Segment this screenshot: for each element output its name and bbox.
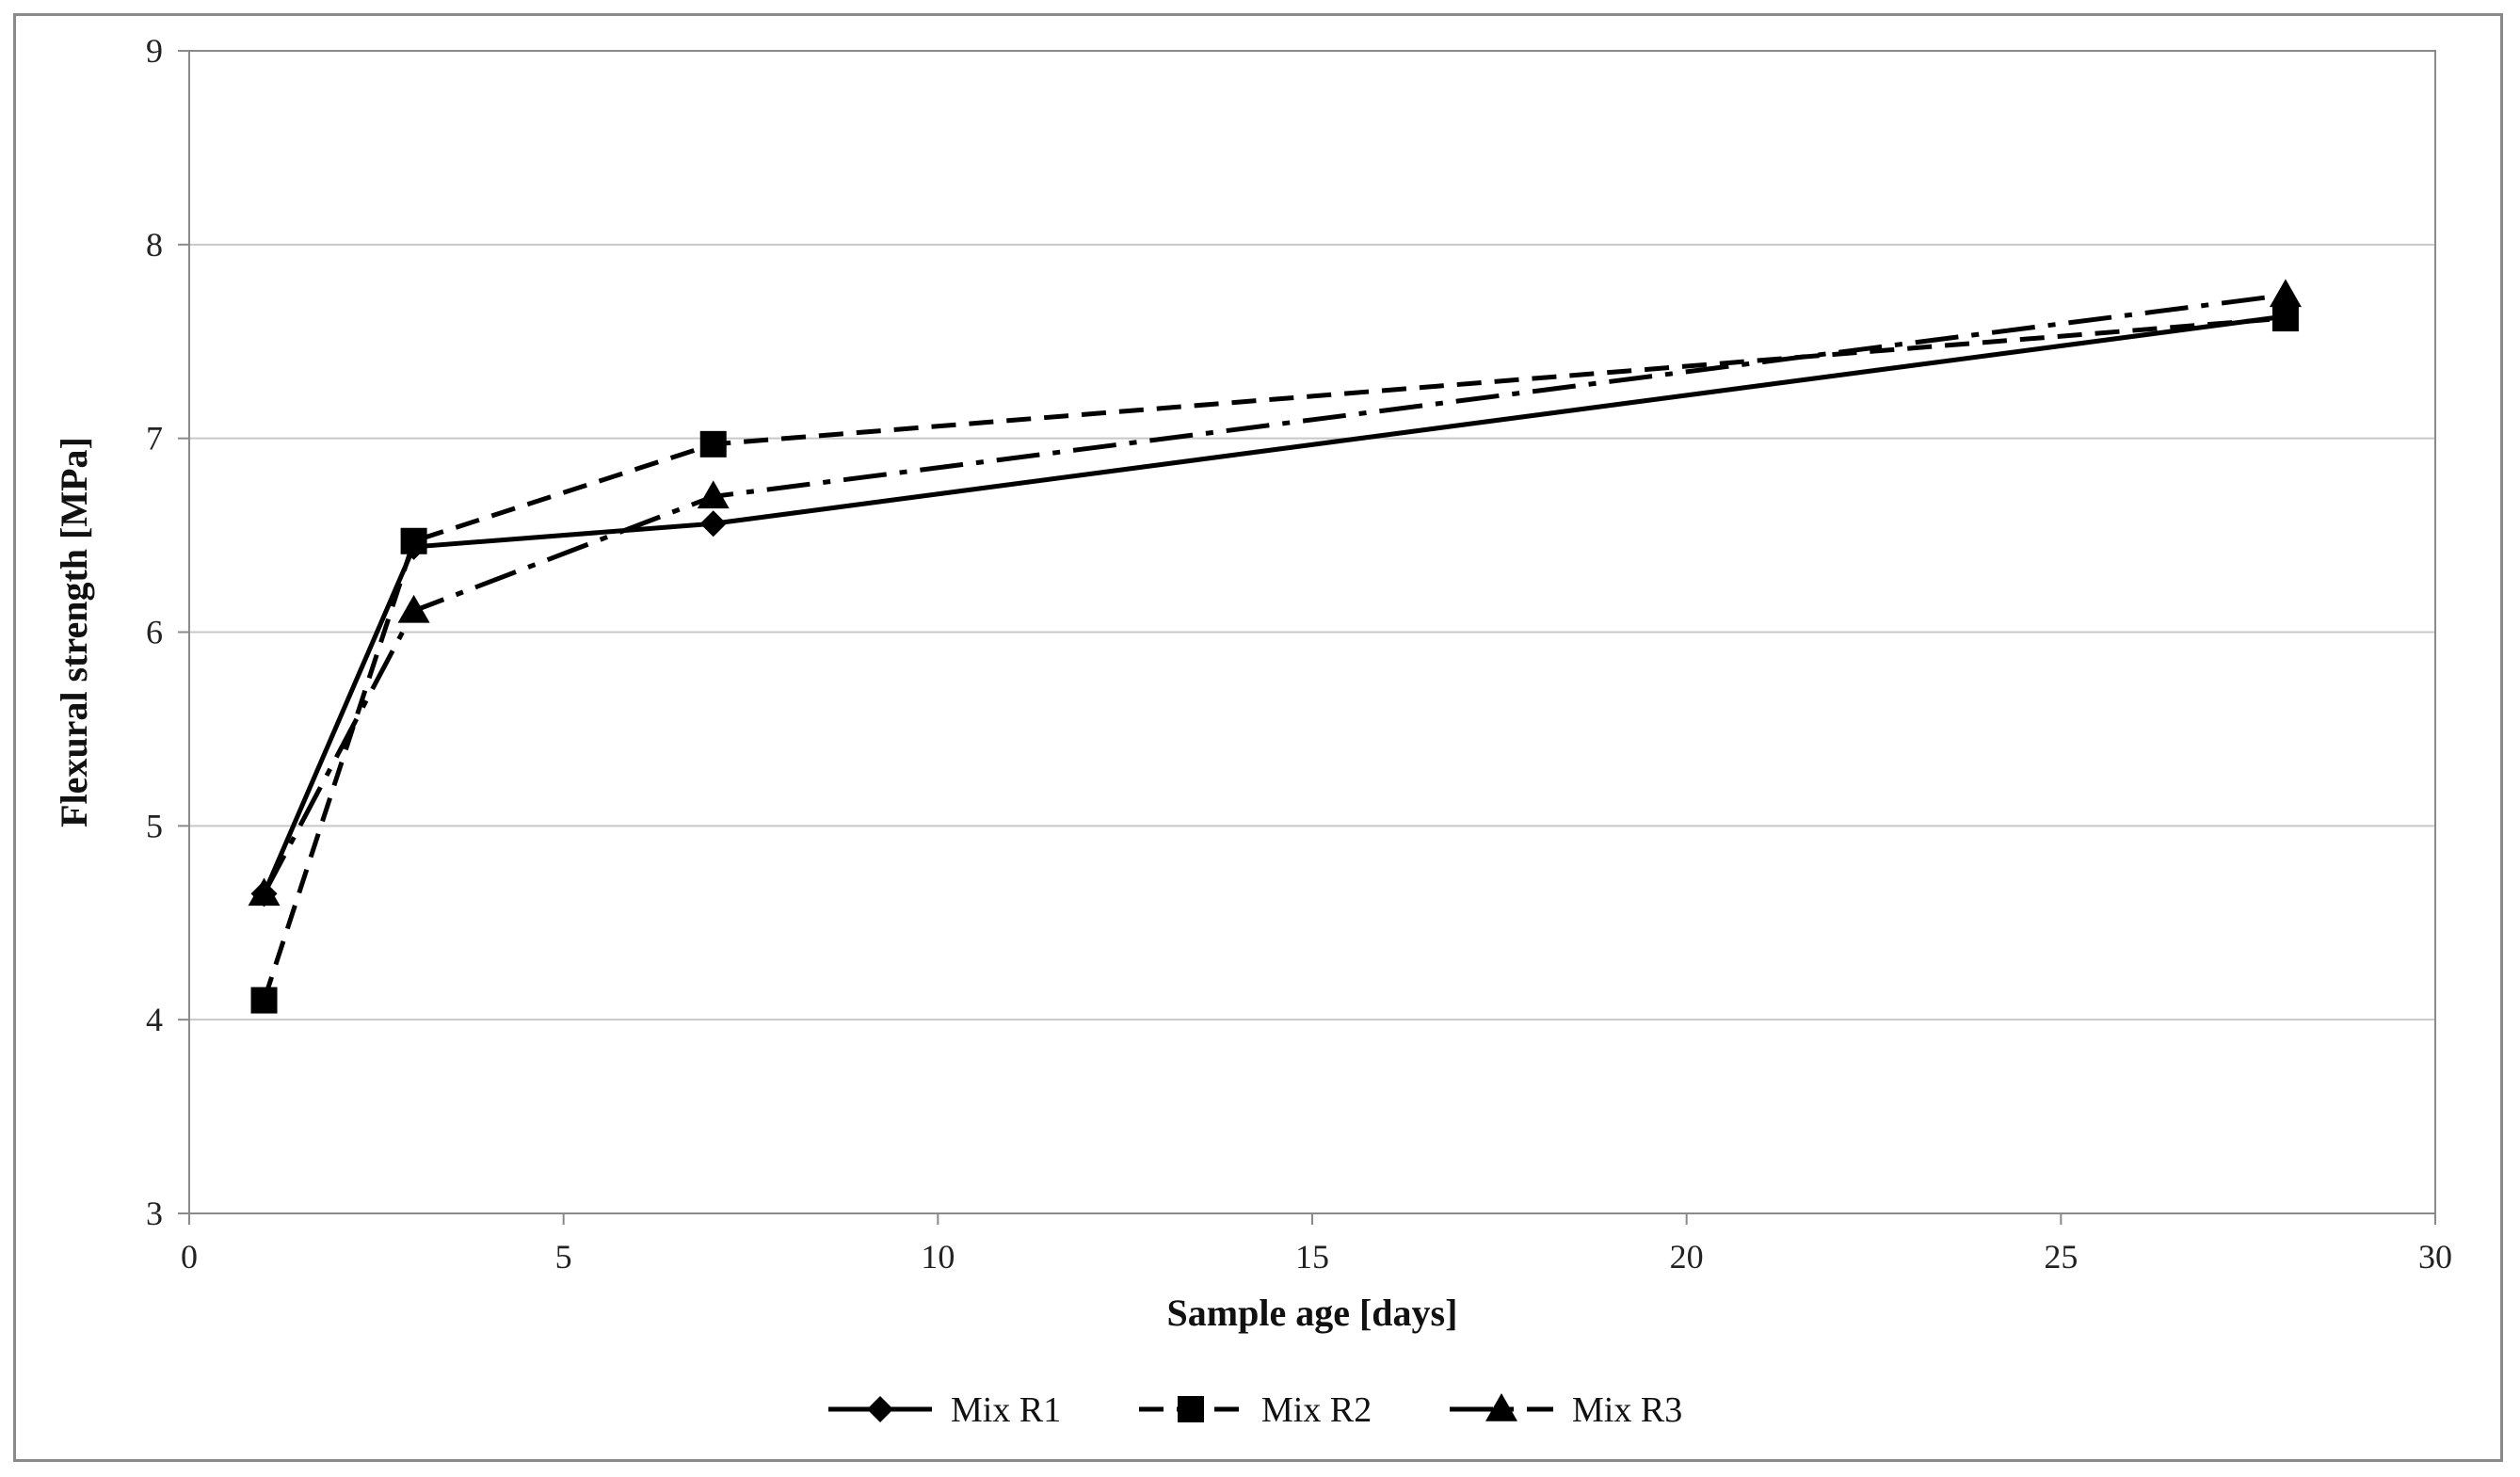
legend-label: Mix R1 bbox=[951, 1390, 1061, 1430]
x-axis-title: Sample age [days] bbox=[1167, 1292, 1458, 1334]
legend: Mix R1 Mix R2 Mix R3 bbox=[828, 1390, 1682, 1430]
legend-item: Mix R1 bbox=[828, 1390, 1061, 1430]
y-tick-label: 5 bbox=[146, 807, 163, 844]
data-point-square bbox=[2271, 305, 2299, 332]
data-point-triangle bbox=[397, 594, 430, 623]
y-tick-label: 7 bbox=[146, 420, 163, 458]
y-axis-ticks: 3 4 5 6 7 8 9 bbox=[146, 32, 189, 1232]
series-group bbox=[248, 279, 2302, 1014]
y-tick-label: 3 bbox=[146, 1195, 163, 1232]
series-line bbox=[262, 315, 2287, 1002]
x-tick-label: 30 bbox=[2418, 1238, 2452, 1276]
data-point-square bbox=[250, 987, 278, 1014]
legend-item: Mix R2 bbox=[1139, 1390, 1372, 1430]
y-axis-title: Flexural strength [MPa] bbox=[53, 437, 95, 827]
series-line bbox=[262, 313, 2287, 895]
x-axis-ticks: 0 5 10 15 20 25 30 bbox=[181, 1213, 2452, 1276]
data-point-triangle bbox=[2269, 279, 2302, 308]
series-line bbox=[262, 292, 2287, 895]
y-tick-label: 8 bbox=[146, 226, 163, 264]
x-tick-label: 20 bbox=[1670, 1238, 1704, 1276]
x-tick-label: 25 bbox=[2044, 1238, 2078, 1276]
legend-marker-triangle bbox=[1485, 1393, 1517, 1421]
legend-item: Mix R3 bbox=[1450, 1390, 1682, 1430]
x-tick-label: 0 bbox=[181, 1238, 198, 1276]
y-tick-label: 6 bbox=[146, 614, 163, 651]
chart-frame bbox=[13, 13, 2503, 1462]
series-mix-r3 bbox=[248, 279, 2302, 907]
legend-marker-diamond bbox=[867, 1396, 893, 1422]
data-point-square bbox=[400, 527, 427, 554]
data-point-square bbox=[699, 430, 727, 458]
x-tick-label: 5 bbox=[555, 1238, 572, 1276]
y-tick-label: 4 bbox=[146, 1001, 163, 1038]
x-tick-label: 15 bbox=[1295, 1238, 1329, 1276]
y-tick-label: 9 bbox=[146, 32, 163, 70]
legend-label: Mix R2 bbox=[1261, 1390, 1372, 1430]
data-point-triangle bbox=[697, 480, 730, 509]
series-mix-r1 bbox=[250, 302, 2299, 907]
data-point-triangle bbox=[248, 877, 281, 907]
series-mix-r2 bbox=[250, 305, 2299, 1014]
legend-label: Mix R3 bbox=[1572, 1390, 1682, 1430]
legend-marker-square bbox=[1178, 1396, 1204, 1422]
x-tick-label: 10 bbox=[921, 1238, 955, 1276]
data-point-diamond bbox=[699, 510, 727, 538]
gridlines bbox=[189, 243, 2435, 1021]
